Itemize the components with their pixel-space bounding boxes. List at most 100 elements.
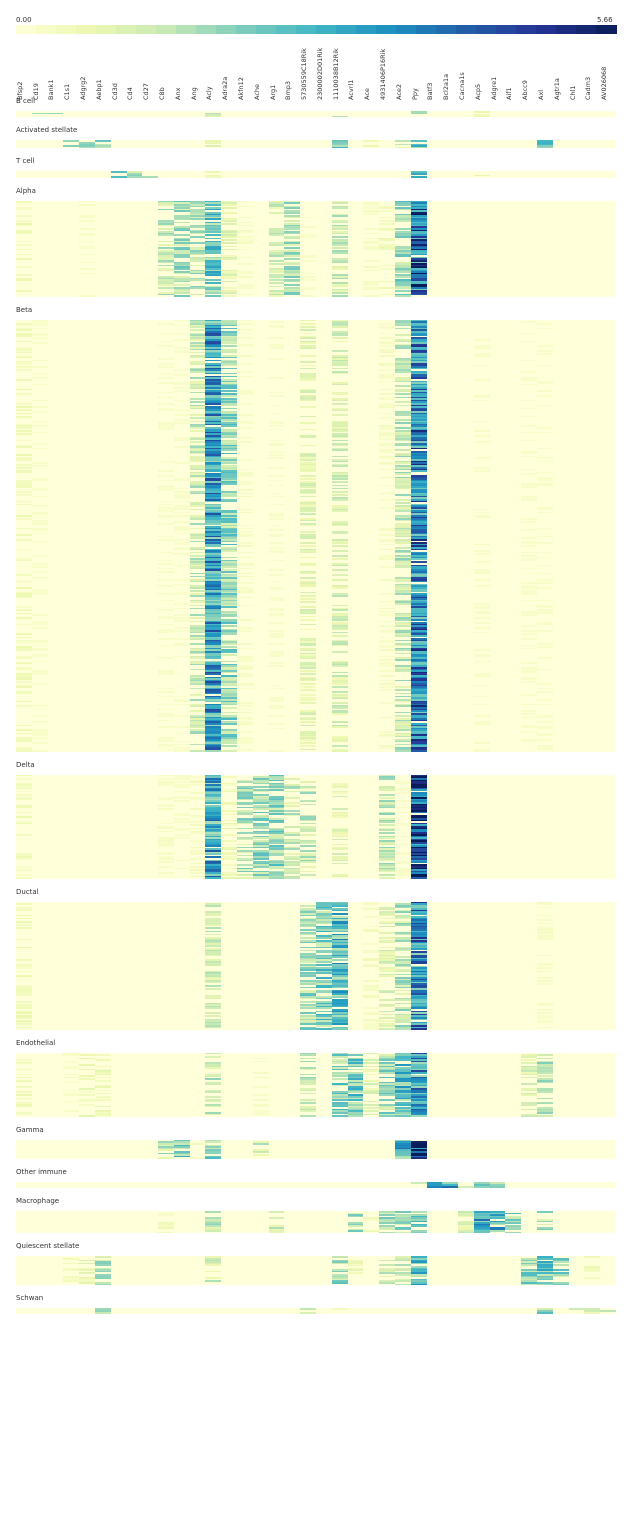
heatmap-cell <box>379 205 395 208</box>
heatmap-cell <box>221 687 238 690</box>
heatmap-cell <box>205 532 222 535</box>
heatmap-cell <box>521 1278 538 1281</box>
heatmap-cell <box>94 1110 111 1112</box>
heatmap-cell <box>394 700 411 703</box>
heatmap-cell <box>221 602 238 605</box>
heatmap-cell <box>521 740 538 743</box>
heatmap-cell <box>379 956 395 958</box>
heatmap-cell <box>410 258 427 260</box>
heatmap-cell <box>331 261 348 264</box>
heatmap-cell <box>173 210 190 212</box>
heatmap-cell <box>16 200 32 203</box>
heatmap-cell <box>410 578 427 581</box>
heatmap-cell <box>205 666 222 669</box>
heatmap-cell <box>537 353 553 355</box>
heatmap-cell <box>205 628 222 631</box>
heatmap-cell <box>379 873 395 876</box>
heatmap-cell <box>284 231 301 233</box>
heatmap-cell <box>410 383 427 386</box>
heatmap-cell <box>363 207 380 209</box>
heatmap-cell <box>410 340 427 343</box>
heatmap-cell <box>363 237 380 240</box>
heatmap-cell <box>410 814 427 817</box>
heatmap-cell <box>189 650 206 653</box>
heatmap-cell <box>79 1087 95 1090</box>
heatmap-cell <box>173 743 190 746</box>
heatmap-cell <box>221 543 238 546</box>
heatmap-cell <box>189 406 206 408</box>
heatmap-cell <box>473 649 490 651</box>
heatmap-cell <box>237 687 253 690</box>
heatmap-cell <box>537 1067 553 1069</box>
heatmap-cell <box>521 738 538 741</box>
heatmap-cell <box>379 412 395 415</box>
heatmap-cell <box>489 1230 506 1232</box>
heatmap-cell <box>300 665 316 667</box>
heatmap-cell <box>347 1115 364 1117</box>
heatmap-cell <box>189 377 206 379</box>
heatmap-cell <box>363 1091 380 1093</box>
heatmap-cell <box>300 287 316 289</box>
heatmap-cell <box>189 414 206 416</box>
heatmap-cell <box>205 1024 222 1027</box>
heatmap-cell <box>300 986 316 989</box>
heatmap-cell <box>410 1152 427 1155</box>
heatmap-cell <box>300 1081 316 1084</box>
heatmap-cell <box>205 840 222 842</box>
heatmap-cell <box>79 245 95 248</box>
heatmap-cell <box>537 1278 553 1281</box>
heatmap-cell <box>394 1220 411 1223</box>
heatmap-cell <box>394 657 411 659</box>
heatmap-cell <box>331 398 348 400</box>
heatmap-cell <box>331 968 348 971</box>
heatmap-cell <box>537 1002 553 1005</box>
heatmap-cell <box>300 275 316 278</box>
heatmap-cell <box>221 207 238 209</box>
heatmap-cell <box>394 559 411 562</box>
heatmap-cell <box>79 1054 95 1056</box>
heatmap-cell <box>316 935 332 937</box>
heatmap-cell <box>410 829 427 831</box>
heatmap-cell <box>300 1107 316 1109</box>
heatmap-cell <box>16 646 32 648</box>
heatmap-cell <box>221 682 238 685</box>
heatmap-cell <box>394 235 411 238</box>
heatmap-cell <box>363 925 380 928</box>
heatmap-cell <box>205 465 222 467</box>
heatmap-cell <box>537 976 553 979</box>
heatmap-cell <box>189 676 206 679</box>
heatmap-cell <box>16 938 32 941</box>
heatmap-cell <box>205 843 222 846</box>
heatmap-cell <box>31 590 48 592</box>
heatmap-cell <box>537 1272 553 1274</box>
heatmap-cell <box>205 1002 222 1005</box>
heatmap-cell <box>221 494 238 496</box>
heatmap-cell <box>363 1230 380 1232</box>
heatmap-cell <box>158 275 174 278</box>
heatmap-cell <box>394 1257 411 1260</box>
heatmap-cell <box>158 743 174 746</box>
heatmap-cell <box>173 237 190 240</box>
heatmap-cell <box>537 1021 553 1024</box>
heatmap-cell <box>379 223 395 225</box>
heatmap-cell <box>205 798 222 801</box>
heatmap-cell <box>284 840 301 842</box>
heatmap-cell <box>16 782 32 785</box>
heatmap-cell <box>237 837 253 839</box>
heatmap-cell <box>205 996 222 998</box>
heatmap-cell <box>331 1278 348 1281</box>
heatmap-cell <box>205 466 222 469</box>
heatmap-cell <box>394 932 411 934</box>
heatmap-cell <box>189 444 206 447</box>
heatmap-cell <box>173 859 190 862</box>
heatmap-cell <box>237 666 253 669</box>
heatmap-cell <box>205 1220 222 1223</box>
heatmap-cell <box>521 1261 538 1263</box>
heatmap-cell <box>189 362 206 365</box>
heatmap-cell <box>189 630 206 632</box>
heatmap-cell <box>410 703 427 706</box>
heatmap-cell <box>63 1060 80 1063</box>
heatmap-cell <box>410 663 427 666</box>
heatmap-cell <box>331 615 348 618</box>
heatmap-cell <box>410 908 427 910</box>
